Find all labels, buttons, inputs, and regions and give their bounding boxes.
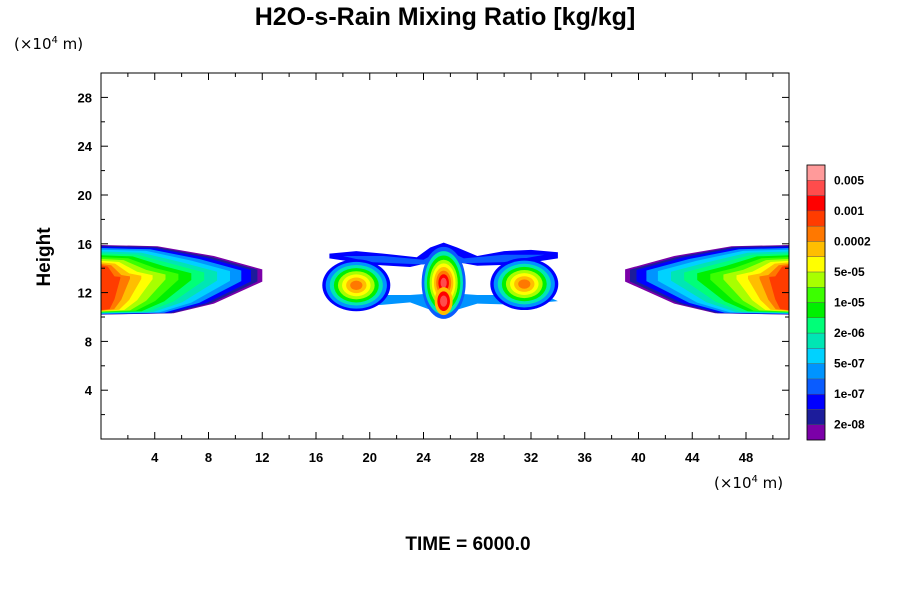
center-right-lobe: [518, 279, 531, 289]
legend-swatch: [806, 225, 826, 242]
legend-swatch: [806, 409, 826, 425]
legend-swatch: [806, 195, 826, 212]
y-tick-label: 4: [85, 383, 93, 398]
legend-label: 1e-07: [834, 387, 865, 401]
center-left-lobe: [350, 280, 363, 290]
y-axis-label: Height: [34, 227, 55, 287]
center-core: [440, 277, 447, 288]
y-tick-label: 8: [85, 334, 92, 349]
y-tick-label: 16: [78, 237, 92, 252]
legend-frame: [806, 164, 826, 441]
y-tick-label: 24: [78, 139, 93, 154]
legend-swatch: [806, 271, 826, 288]
legend-label: 2e-06: [834, 326, 865, 340]
x-tick-label: 36: [578, 450, 592, 465]
x-tick-label: 20: [363, 450, 377, 465]
legend-swatch: [806, 317, 826, 334]
x-unit-label: (×104 m): [714, 474, 783, 492]
x-tick-label: 8: [205, 450, 212, 465]
x-tick-label: 16: [309, 450, 323, 465]
legend-swatch: [806, 256, 826, 273]
y-unit-label: (×104 m): [14, 35, 83, 53]
legend-swatch: [806, 241, 826, 257]
legend-swatch: [806, 180, 826, 196]
legend-label: 1e-05: [834, 296, 865, 310]
y-tick-label: 28: [78, 90, 92, 105]
legend-label: 2e-08: [834, 418, 865, 432]
legend-swatch: [806, 302, 826, 318]
legend-swatch: [806, 393, 826, 410]
chart-title: H2O-s-Rain Mixing Ratio [kg/kg]: [255, 3, 636, 31]
x-tick-label: 40: [631, 450, 645, 465]
legend-label: 5e-05: [834, 265, 865, 279]
color-legend: 2e-08 1e-07 5e-07 2e-06 1e-05 5e-05 0.0002 0.00…: [806, 164, 871, 441]
y-tick-label: 20: [78, 188, 92, 203]
center-core: [440, 295, 448, 307]
x-tick-label: 12: [255, 450, 269, 465]
legend-swatch: [806, 363, 826, 380]
legend-swatch: [806, 287, 826, 303]
right-anvil-band: [769, 265, 789, 311]
legend-swatch: [806, 210, 826, 227]
legend-label: 0.005: [834, 173, 864, 187]
legend-swatch: [806, 348, 826, 364]
legend-swatch: [806, 424, 826, 441]
legend-swatch: [806, 332, 826, 349]
plot-frame: [100, 72, 790, 440]
x-tick-label: 28: [470, 450, 484, 465]
x-tick-label: 48: [739, 450, 753, 465]
time-label: TIME = 6000.0: [405, 534, 530, 555]
legend-label: 0.001: [834, 204, 864, 218]
x-tick-label: 32: [524, 450, 538, 465]
x-tick-label: 44: [685, 450, 700, 465]
legend-label: 0.0002: [834, 234, 871, 248]
legend-swatch: [806, 164, 826, 181]
legend-swatch: [806, 378, 826, 395]
x-tick-label: 24: [416, 450, 431, 465]
y-tick-label: 12: [78, 286, 92, 301]
x-tick-label: 4: [151, 450, 159, 465]
left-anvil-band: [101, 265, 121, 311]
contour-field: [101, 242, 789, 319]
legend-label: 5e-07: [834, 357, 865, 371]
